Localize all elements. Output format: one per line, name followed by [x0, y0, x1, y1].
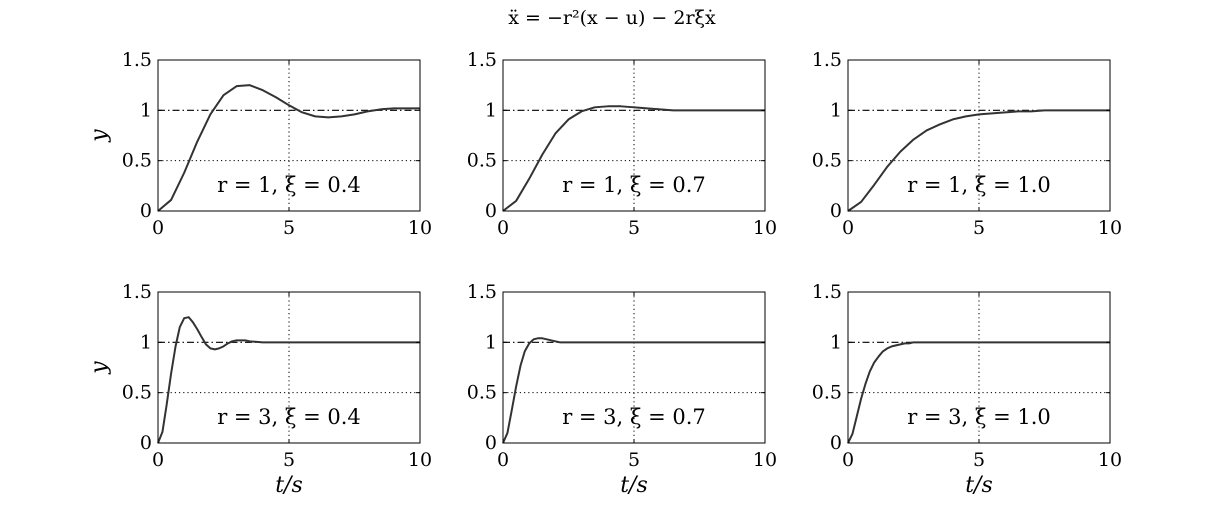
subplot-3: 0 5 10 0 0.5 1 1.5 r = 1, ξ = 1.0: [812, 49, 1122, 239]
x-axis-label: t/s: [620, 473, 648, 498]
x-tick-label: 10: [408, 449, 432, 471]
x-tick-label: 0: [497, 217, 509, 239]
x-tick-label: 5: [283, 449, 295, 471]
y-tick-label: 0.5: [467, 150, 497, 172]
y-tick-label: 0.5: [467, 382, 497, 404]
y-tick-label: 1: [485, 99, 497, 121]
x-axis-label: t/s: [275, 473, 303, 498]
y-tick-label: 0: [485, 200, 497, 222]
y-tick-label: 1.5: [812, 281, 842, 303]
y-tick-label: 0.5: [812, 382, 842, 404]
figure-title: ẍ = −r²(x − u) − 2rξẋ: [508, 7, 716, 29]
x-tick-label: 0: [842, 449, 854, 471]
y-axis-label: y: [87, 361, 112, 375]
x-axis-label: t/s: [965, 473, 993, 498]
series-line-1: [502, 337, 765, 444]
y-tick-label: 0: [830, 200, 842, 222]
parameter-annotation: r = 3, ξ = 0.4: [217, 405, 361, 429]
x-tick-label: 0: [842, 217, 854, 239]
x-tick-label: 5: [628, 217, 640, 239]
parameter-annotation: r = 1, ξ = 1.0: [907, 173, 1051, 197]
y-axis-label: y: [87, 129, 112, 143]
subplot-5: 0 5 10 0 0.5 1 1.5 r = 3, ξ = 0.7 t/s: [467, 281, 777, 498]
x-tick-label: 10: [1098, 217, 1122, 239]
y-tick-label: 1: [140, 99, 152, 121]
x-tick-label: 5: [973, 449, 985, 471]
y-tick-label: 0.5: [122, 150, 152, 172]
x-tick-label: 10: [753, 217, 777, 239]
y-tick-label: 1: [830, 99, 842, 121]
y-tick-label: 1.5: [122, 281, 152, 303]
x-tick-label: 5: [283, 217, 295, 239]
x-tick-label: 10: [1098, 449, 1122, 471]
x-tick-label: 10: [408, 217, 432, 239]
x-tick-label: 5: [973, 217, 985, 239]
y-tick-label: 0: [830, 432, 842, 454]
parameter-annotation: r = 3, ξ = 0.7: [562, 405, 706, 429]
y-tick-label: 0: [485, 432, 497, 454]
series-line-1: [847, 109, 1110, 212]
series-line-1: [157, 84, 420, 212]
y-tick-label: 1.5: [467, 49, 497, 71]
parameter-annotation: r = 3, ξ = 1.0: [907, 405, 1051, 429]
y-tick-label: 0.5: [122, 382, 152, 404]
parameter-annotation: r = 1, ξ = 0.7: [562, 173, 706, 197]
series-line-1: [157, 316, 420, 444]
subplot-1: 0 5 10 0 0.5 1 1.5 r = 1, ξ = 0.4 y: [87, 49, 432, 239]
subplot-6: 0 5 10 0 0.5 1 1.5 r = 3, ξ = 1.0 t/s: [812, 281, 1122, 498]
subplot-2: 0 5 10 0 0.5 1 1.5 r = 1, ξ = 0.7: [467, 49, 777, 239]
y-tick-label: 1: [485, 331, 497, 353]
y-tick-label: 1: [140, 331, 152, 353]
x-tick-label: 5: [628, 449, 640, 471]
y-tick-label: 0: [140, 200, 152, 222]
y-tick-label: 1: [830, 331, 842, 353]
x-tick-label: 0: [152, 217, 164, 239]
y-tick-label: 0.5: [812, 150, 842, 172]
y-tick-label: 1.5: [122, 49, 152, 71]
subplot-4: 0 5 10 0 0.5 1 1.5 r = 3, ξ = 0.4 y t/s: [87, 281, 432, 498]
parameter-annotation: r = 1, ξ = 0.4: [217, 173, 361, 197]
y-tick-label: 1.5: [467, 281, 497, 303]
y-tick-label: 1.5: [812, 49, 842, 71]
x-tick-label: 0: [152, 449, 164, 471]
series-line-1: [847, 341, 1110, 444]
x-tick-label: 10: [753, 449, 777, 471]
x-tick-label: 0: [497, 449, 509, 471]
y-tick-label: 0: [140, 432, 152, 454]
series-line-1: [502, 105, 765, 212]
